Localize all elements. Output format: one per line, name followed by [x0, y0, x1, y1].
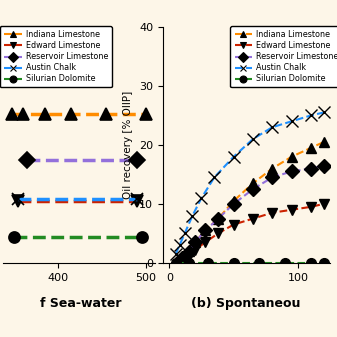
Legend: Indiana Limestone, Edward Limestone, Reservoir Limestone, Austin Chalk, Silurian: Indiana Limestone, Edward Limestone, Res…: [231, 26, 337, 87]
Y-axis label: Oil recovery [% OIIP]: Oil recovery [% OIIP]: [123, 91, 133, 199]
Text: f Sea-water: f Sea-water: [40, 297, 122, 310]
Text: (b) Spontaneou: (b) Spontaneou: [191, 297, 301, 310]
Legend: Indiana Limestone, Edward Limestone, Reservoir Limestone, Austin Chalk, Silurian: Indiana Limestone, Edward Limestone, Res…: [0, 26, 112, 87]
